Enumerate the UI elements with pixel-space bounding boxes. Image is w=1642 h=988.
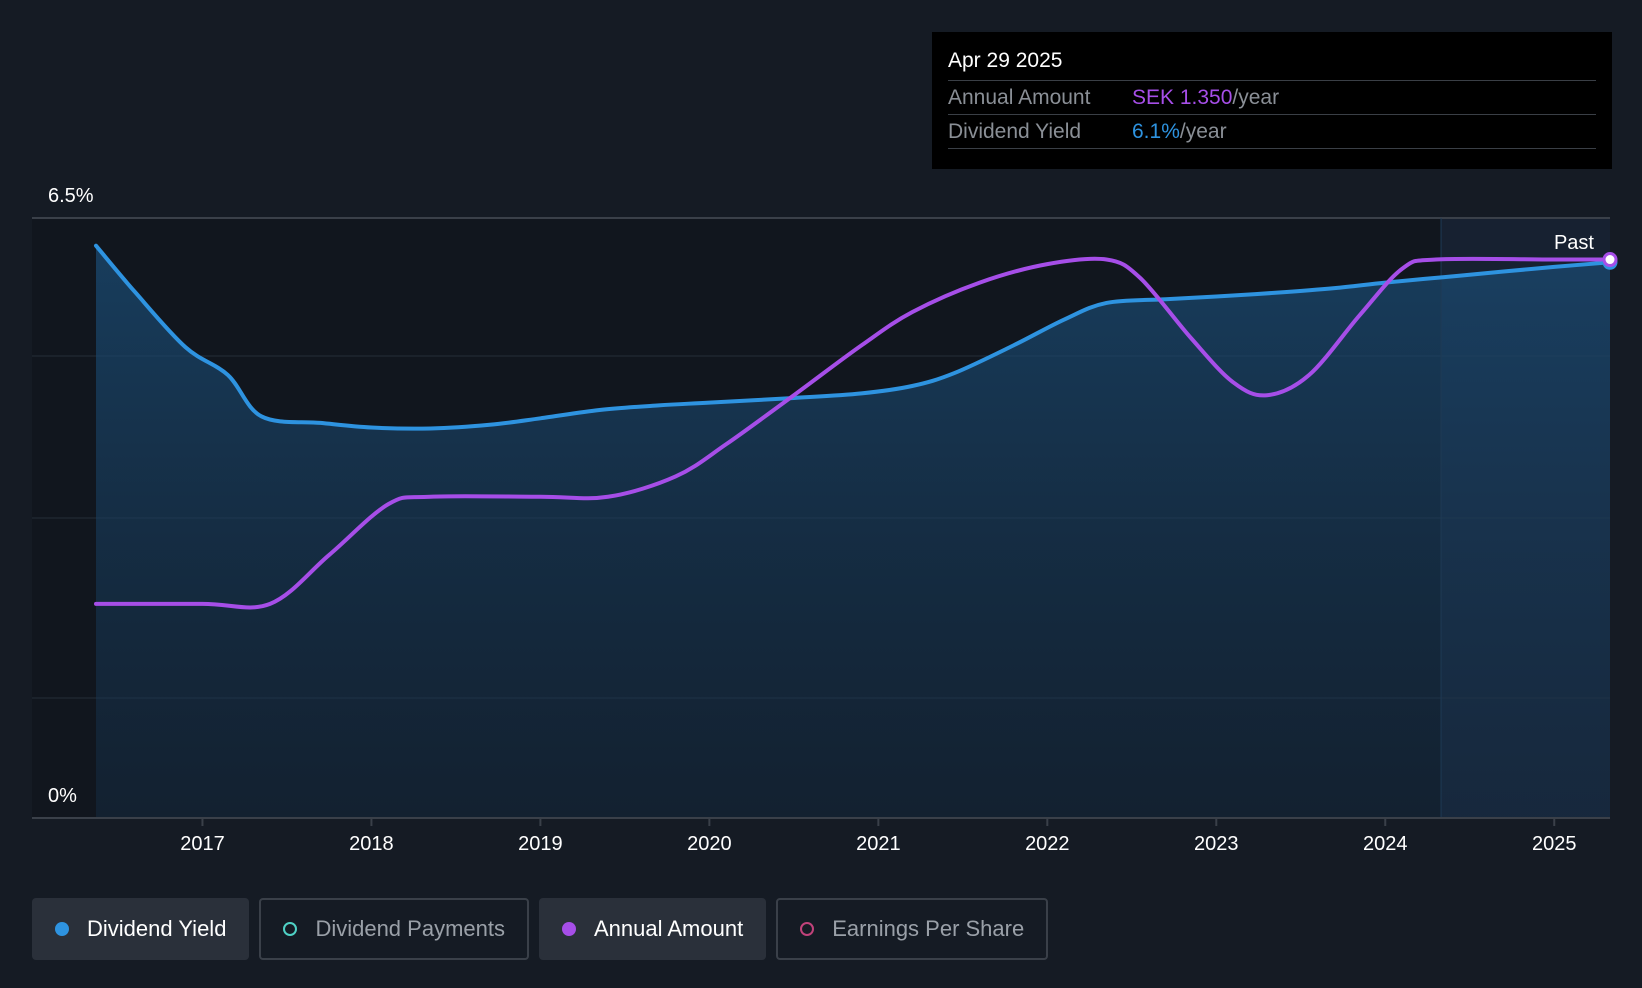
x-tick-label: 2017 [180,833,225,855]
x-tick-label: 2019 [518,833,563,855]
y-tick-label-bottom: 0% [48,785,77,807]
filled-circle-icon [55,922,69,936]
legend-annual-amount-button[interactable]: Annual Amount [538,898,767,960]
x-axis-ticks: 2017 2018 2019 2020 2021 2022 2023 2024 2025 [180,818,1576,855]
x-tick-label: 2021 [856,833,901,855]
tooltip-label: Dividend Yield [948,120,1082,143]
tooltip-row-annual-amount: Annual Amount SEK 1.350 /year [948,81,1596,115]
legend-label: Earnings Per Share [832,916,1025,941]
y-tick-label-top: 6.5% [48,185,94,207]
legend-dividend-yield-button[interactable]: Dividend Yield [32,898,250,960]
tooltip-label: Annual Amount [948,86,1091,109]
annual-amount-line [94,256,1612,610]
past-label: Past [1554,232,1594,254]
dividend-yield-area [96,245,1610,818]
x-tick-label: 2022 [1025,833,1070,855]
legend-dividend-payments-button[interactable]: Dividend Payments [259,898,529,960]
x-tick-label: 2023 [1194,833,1239,855]
tooltip-date: Apr 29 2025 [948,46,1596,81]
legend-label: Annual Amount [593,916,744,941]
dividend-yield-line [94,243,1612,431]
x-tick-label: 2025 [1532,833,1577,855]
legend: Dividend Yield Dividend Payments Annual … [32,898,1049,960]
annual-amount-end-marker [1602,252,1618,268]
hollow-circle-icon [283,922,298,936]
legend-earnings-per-share-button[interactable]: Earnings Per Share [776,898,1049,960]
legend-label: Dividend Yield [87,916,227,941]
x-tick-label: 2018 [349,833,394,855]
tooltip-value: 6.1% [1132,120,1180,143]
tooltip-value: SEK 1.350 [1132,86,1233,109]
filled-circle-icon [561,922,576,936]
tooltip-unit: /year [1232,86,1280,109]
tooltip-unit: /year [1179,120,1227,143]
tooltip-row-dividend-yield: Dividend Yield 6.1% /year [948,115,1596,149]
hollow-circle-icon [800,922,815,936]
legend-label: Dividend Payments [315,916,505,941]
tooltip: Apr 29 2025 Annual Amount SEK 1.350 /yea… [932,32,1612,169]
x-tick-label: 2020 [687,833,732,855]
x-tick-label: 2024 [1363,833,1408,855]
